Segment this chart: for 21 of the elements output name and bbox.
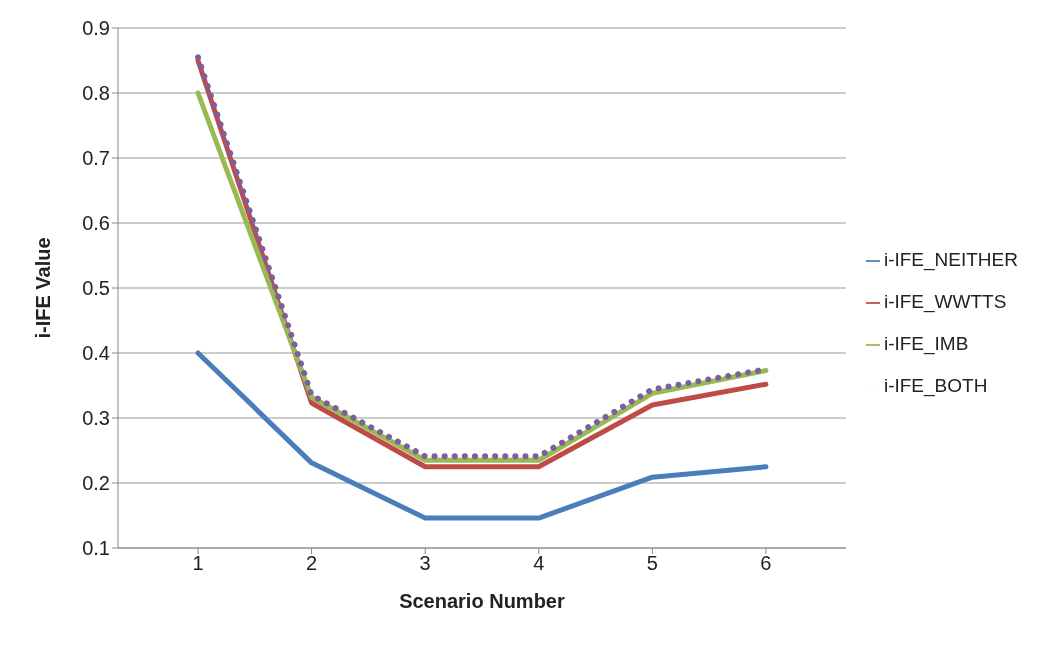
y-tick-label: 0.8 (82, 82, 110, 105)
y-axis-title: i-IFE Value (32, 237, 55, 339)
y-tick-label: 0.7 (82, 147, 110, 170)
x-tick-label: 6 (760, 552, 772, 575)
y-tick-label: 0.5 (82, 277, 110, 300)
legend-label: i-IFE_IMB (883, 333, 969, 354)
y-tick-label: 0.3 (82, 407, 110, 430)
x-tick-label: 2 (306, 552, 318, 575)
x-tick-label: 4 (533, 552, 545, 575)
x-tick-label: 5 (646, 552, 658, 575)
y-tick-label: 0.9 (82, 17, 110, 40)
x-tick-label: 3 (419, 552, 431, 575)
legend-label: i-IFE_NEITHER (883, 249, 1018, 270)
y-tick-label: 0.1 (82, 537, 110, 560)
y-tick-label: 0.4 (82, 342, 110, 365)
x-axis-title: Scenario Number (399, 590, 565, 612)
x-tick-label: 1 (192, 552, 204, 575)
y-tick-label: 0.2 (82, 472, 110, 495)
legend-label: i-IFE_WWTTS (883, 291, 1007, 312)
legend-label: i-IFE_BOTH (883, 375, 988, 396)
y-tick-label: 0.6 (82, 212, 110, 235)
